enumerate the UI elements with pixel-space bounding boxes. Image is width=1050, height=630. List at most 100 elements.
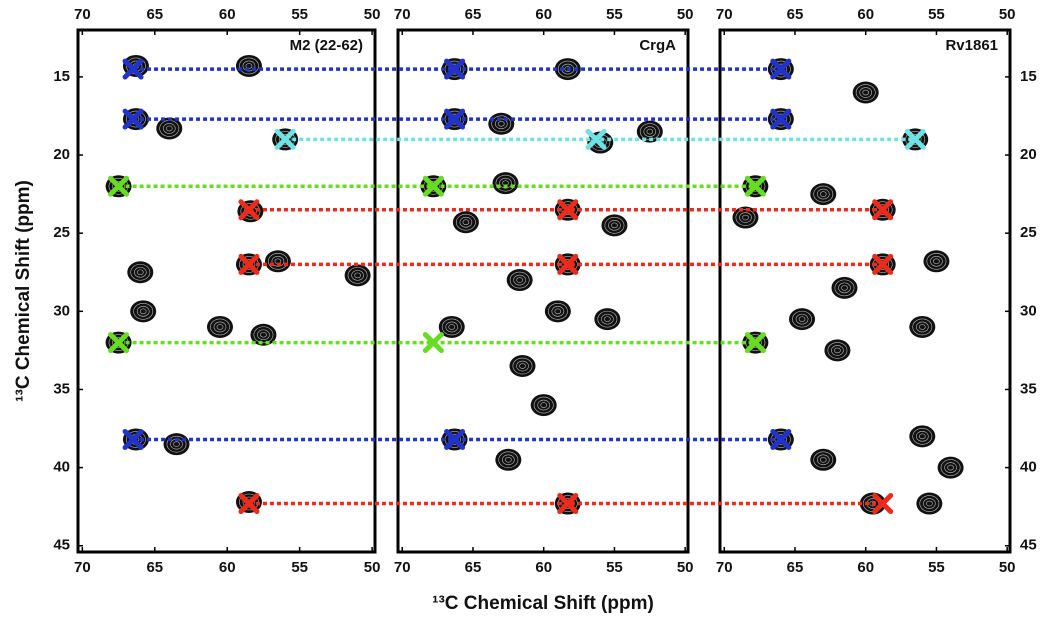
x-tick-label: 65 [787, 559, 804, 576]
peak-contour [810, 183, 837, 206]
peak-contour [604, 316, 611, 322]
marker [770, 108, 792, 130]
peak-contour [216, 324, 224, 330]
marker [872, 493, 894, 515]
peak-contour [506, 269, 533, 292]
peak-contour [608, 220, 621, 231]
peak [636, 120, 663, 143]
peak-contour [915, 431, 929, 442]
peak-contour [126, 110, 146, 128]
peak-contour [745, 334, 766, 351]
marker [422, 175, 444, 197]
peak-contour [516, 277, 523, 283]
peak-contour [136, 269, 144, 276]
marker [872, 253, 894, 275]
peak-contour [242, 259, 256, 270]
peak-contour [452, 211, 479, 234]
marker [904, 128, 926, 150]
peak [810, 183, 837, 206]
peak-contour [509, 355, 536, 378]
peak-contour [810, 448, 837, 471]
peak-contour [636, 120, 663, 143]
peak-contour [816, 188, 830, 200]
peak-contour [257, 329, 270, 341]
x-tick-label: 50 [999, 559, 1016, 576]
marker [108, 332, 130, 354]
peak-contour [268, 253, 288, 270]
peak-contour [239, 57, 259, 75]
peak [264, 250, 291, 273]
peak-contour [438, 315, 465, 338]
peak [235, 54, 262, 77]
peak-contour [495, 448, 522, 471]
y-tick-label: 45 [53, 537, 70, 554]
peak-contour [156, 117, 183, 140]
peak [344, 264, 371, 287]
peak-contour [497, 120, 505, 127]
y-tick-label: 30 [1020, 302, 1037, 319]
y-tick-label: 30 [53, 302, 70, 319]
y-tick-label: 25 [53, 224, 70, 241]
peak [452, 211, 479, 234]
peak-contour [918, 433, 926, 440]
peak-contour [919, 495, 940, 512]
y-tick-label: 40 [1020, 459, 1037, 476]
x-tick-label: 70 [394, 559, 411, 576]
peak-contour [601, 214, 628, 237]
x-tick-label: 65 [146, 559, 163, 576]
x-tick-label: 60 [219, 559, 236, 576]
peak-contour [611, 222, 618, 229]
x-tick-label: 50 [364, 559, 381, 576]
peak [937, 456, 964, 479]
peak [130, 300, 157, 323]
peak-contour [509, 271, 530, 289]
peak-contour [923, 250, 950, 273]
peak-contour [278, 134, 292, 145]
marker [444, 58, 466, 80]
peak-contour [253, 326, 274, 344]
peak-contour [831, 276, 858, 299]
y-tick-label: 15 [53, 68, 70, 85]
peak-contour [916, 492, 943, 515]
peak-contour [909, 425, 936, 448]
peak [156, 117, 183, 140]
peak-contour [905, 131, 926, 148]
peak-contour [774, 113, 788, 125]
y-tick-label: 20 [53, 146, 70, 163]
marker [238, 199, 260, 221]
x-tick-label: 60 [535, 6, 552, 23]
peak-contour [448, 324, 456, 330]
peak-contour [537, 399, 551, 411]
peak [916, 492, 943, 515]
peak-contour [502, 454, 515, 466]
x-tick-label: 60 [219, 6, 236, 23]
peak-contour [445, 321, 459, 333]
panel-title: M2 (22-62) [290, 37, 363, 54]
peak-contour [926, 500, 933, 507]
peak-contour [235, 54, 262, 77]
peak-contour [819, 191, 827, 197]
x-tick-label: 65 [465, 559, 482, 576]
peak [831, 276, 858, 299]
x-tick-label: 55 [291, 559, 308, 576]
peak-contour [456, 213, 476, 231]
peak-contour [112, 180, 125, 192]
marker [585, 128, 607, 150]
x-tick-label: 55 [928, 559, 945, 576]
peak [544, 300, 571, 323]
marker [122, 58, 144, 80]
peak [495, 448, 522, 471]
peak-contour [944, 462, 957, 473]
x-tick-label: 65 [146, 6, 163, 23]
x-tick-label: 65 [787, 6, 804, 23]
peak-contour [735, 209, 756, 226]
peak-contour [852, 81, 879, 104]
y-tick-label: 40 [53, 459, 70, 476]
peak [909, 315, 936, 338]
peak-contour [260, 331, 267, 338]
peak-contour [937, 456, 964, 479]
peak-contour [915, 321, 929, 333]
peak [810, 448, 837, 471]
peak-contour [344, 264, 371, 287]
